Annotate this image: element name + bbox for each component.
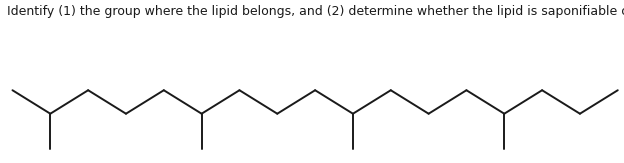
Text: Identify (1) the group where the lipid belongs, and (2) determine whether the li: Identify (1) the group where the lipid b…: [7, 5, 624, 18]
